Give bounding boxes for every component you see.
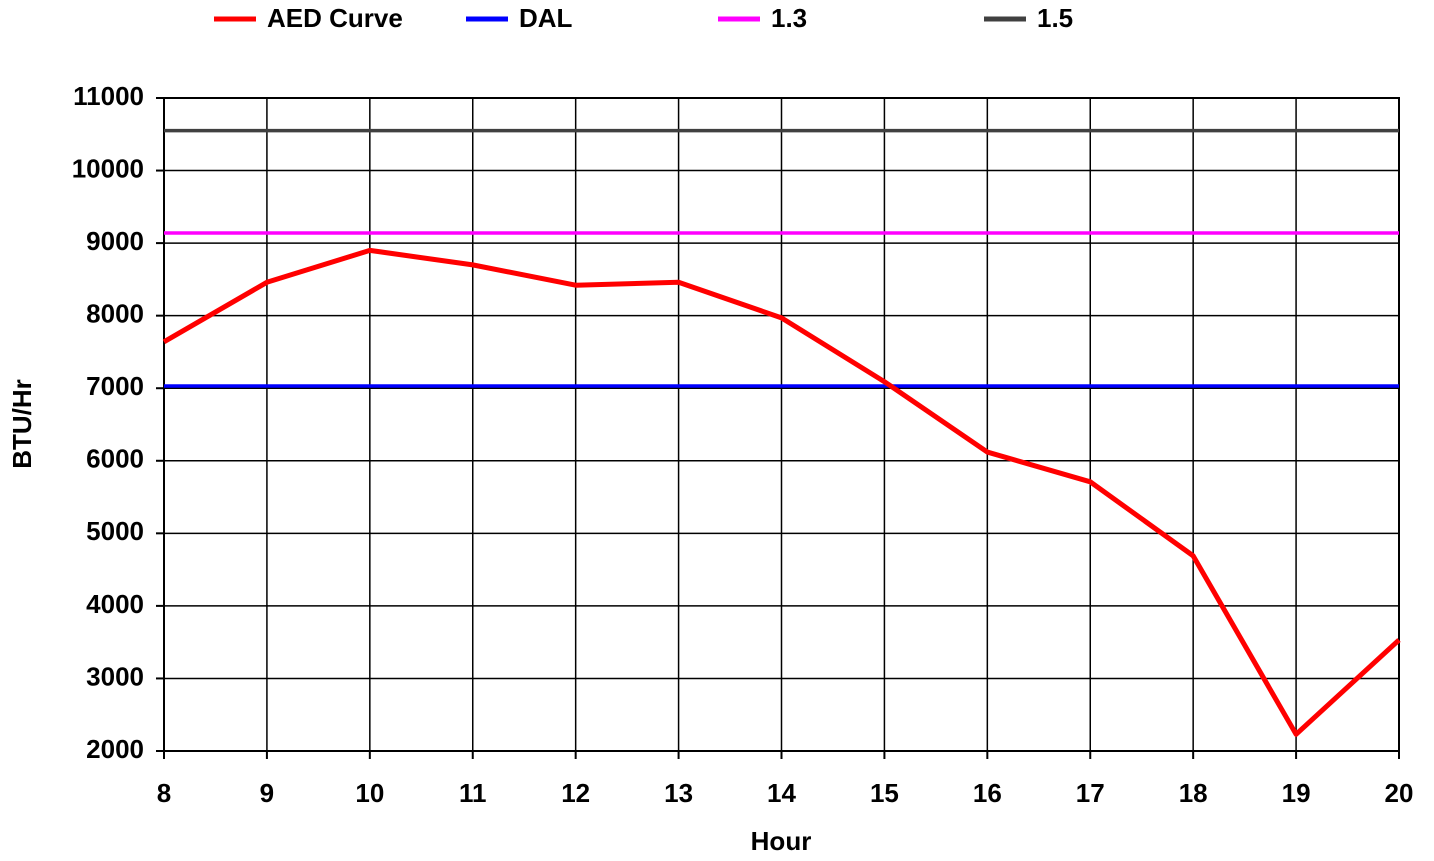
y-tick-label: 4000: [86, 589, 144, 619]
y-tick-label: 9000: [86, 226, 144, 256]
legend-label: AED Curve: [267, 3, 403, 33]
x-tick-label: 10: [355, 778, 384, 808]
y-tick-label: 6000: [86, 444, 144, 474]
y-tick-label: 8000: [86, 299, 144, 329]
x-tick-label: 11: [459, 778, 487, 808]
x-tick-label: 15: [870, 778, 899, 808]
x-tick-label: 8: [157, 778, 171, 808]
y-tick-label: 10000: [72, 153, 144, 183]
plot-border: [163, 97, 1400, 752]
x-axis-label: Hour: [751, 826, 812, 856]
x-tick-label: 18: [1179, 778, 1208, 808]
legend-label: DAL: [519, 3, 573, 33]
legend-label: 1.5: [1037, 3, 1073, 33]
x-tick-label: 12: [561, 778, 590, 808]
x-tick-label: 14: [767, 778, 796, 808]
line-series: [162, 247, 1401, 737]
x-tick-label: 20: [1385, 778, 1414, 808]
y-axis-label: BTU/Hr: [7, 379, 37, 469]
x-tick-label: 17: [1076, 778, 1105, 808]
y-tick-label: 3000: [86, 661, 144, 691]
x-tick-label: 13: [664, 778, 693, 808]
y-tick-label: 5000: [86, 516, 144, 546]
x-tick-label: 19: [1282, 778, 1311, 808]
legend-label: 1.3: [771, 3, 807, 33]
x-tick-label: 16: [973, 778, 1002, 808]
y-tick-label: 7000: [86, 371, 144, 401]
y-tick-label: 11000: [73, 81, 144, 111]
y-tick-label: 2000: [86, 734, 144, 764]
x-tick-label: 9: [260, 778, 274, 808]
